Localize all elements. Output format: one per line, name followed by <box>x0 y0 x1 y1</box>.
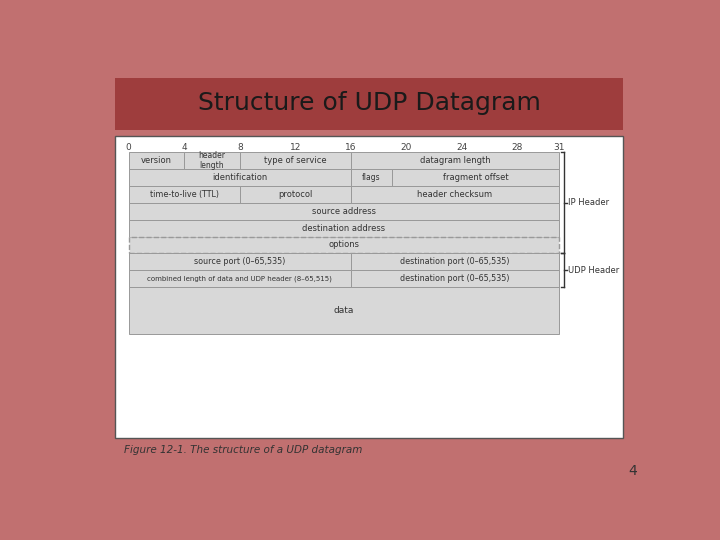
Text: datagram length: datagram length <box>420 156 490 165</box>
FancyBboxPatch shape <box>240 152 351 168</box>
FancyBboxPatch shape <box>129 168 351 186</box>
Text: destination port (0–65,535): destination port (0–65,535) <box>400 258 510 266</box>
FancyBboxPatch shape <box>129 220 559 237</box>
Text: source address: source address <box>312 207 376 215</box>
Text: 4: 4 <box>181 144 187 152</box>
Text: fragment offset: fragment offset <box>443 173 508 182</box>
FancyBboxPatch shape <box>129 186 240 202</box>
FancyBboxPatch shape <box>114 137 624 438</box>
Text: Figure 12-1. The structure of a UDP datagram: Figure 12-1. The structure of a UDP data… <box>124 445 362 455</box>
FancyBboxPatch shape <box>351 253 559 271</box>
FancyBboxPatch shape <box>129 287 559 334</box>
Text: protocol: protocol <box>278 190 312 199</box>
FancyBboxPatch shape <box>351 152 559 168</box>
FancyBboxPatch shape <box>351 271 559 287</box>
FancyBboxPatch shape <box>351 168 392 186</box>
FancyBboxPatch shape <box>129 253 351 271</box>
Text: identification: identification <box>212 173 267 182</box>
Text: 16: 16 <box>345 144 356 152</box>
Text: flags: flags <box>362 173 381 182</box>
Text: 31: 31 <box>553 144 564 152</box>
FancyBboxPatch shape <box>129 152 184 168</box>
Text: combined length of data and UDP header (8–65,515): combined length of data and UDP header (… <box>148 275 332 282</box>
Text: Structure of UDP Datagram: Structure of UDP Datagram <box>197 91 541 116</box>
FancyBboxPatch shape <box>240 186 351 202</box>
FancyBboxPatch shape <box>351 186 559 202</box>
FancyBboxPatch shape <box>129 237 559 253</box>
Text: UDP Header: UDP Header <box>568 266 619 275</box>
Text: time-to-live (TTL): time-to-live (TTL) <box>150 190 219 199</box>
Text: IP Header: IP Header <box>568 198 609 207</box>
FancyBboxPatch shape <box>129 271 351 287</box>
Text: header checksum: header checksum <box>418 190 492 199</box>
FancyBboxPatch shape <box>114 78 624 130</box>
Text: destination port (0–65,535): destination port (0–65,535) <box>400 274 510 284</box>
Text: 0: 0 <box>126 144 132 152</box>
Text: 28: 28 <box>512 144 523 152</box>
Text: options: options <box>328 240 359 249</box>
Text: 12: 12 <box>289 144 301 152</box>
Text: 24: 24 <box>456 144 467 152</box>
Text: 4: 4 <box>628 464 637 478</box>
FancyBboxPatch shape <box>184 152 240 168</box>
Text: source port (0–65,535): source port (0–65,535) <box>194 258 285 266</box>
Text: version: version <box>141 156 172 165</box>
Text: type of service: type of service <box>264 156 327 165</box>
Text: destination address: destination address <box>302 224 385 233</box>
Text: 8: 8 <box>237 144 243 152</box>
FancyBboxPatch shape <box>392 168 559 186</box>
Text: data: data <box>333 306 354 315</box>
Text: header
length: header length <box>199 151 225 170</box>
Text: 20: 20 <box>400 144 412 152</box>
FancyBboxPatch shape <box>129 202 559 220</box>
